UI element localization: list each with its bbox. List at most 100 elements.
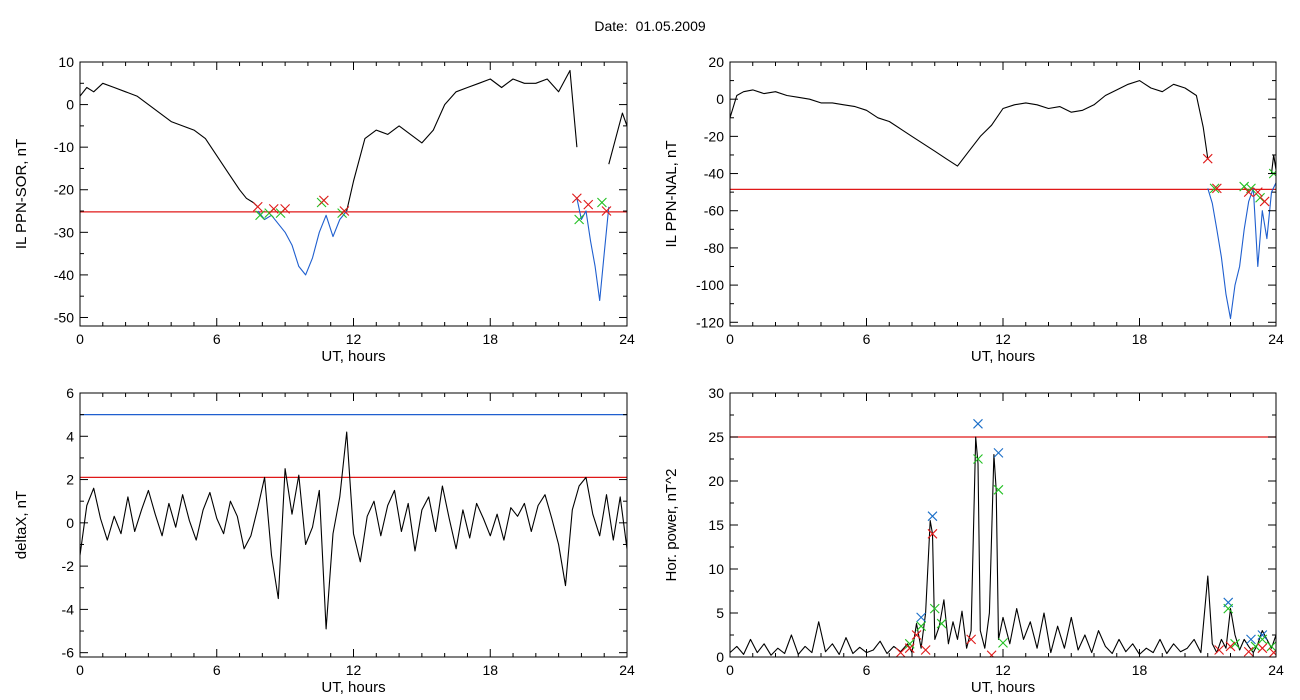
marker-br-1-1	[916, 621, 926, 632]
plot-frame-tr	[729, 61, 1277, 327]
y-tick-label-tr-7: -120	[696, 314, 724, 330]
y-tick-label-br-2: 20	[708, 473, 724, 489]
x-tick-label-tr-0: 0	[726, 331, 734, 347]
x-axis-label-tl: UT, hours	[321, 348, 385, 365]
marker-tl-0-0	[255, 210, 265, 221]
marker-tr-0-0	[1209, 183, 1220, 194]
y-tick-label-bl-0: 6	[66, 385, 74, 401]
y-axis-label-br: Hor. power, nT^2	[663, 469, 680, 582]
y-tick-label-br-5: 5	[716, 605, 724, 621]
marker-tl-1-4	[339, 206, 350, 216]
y-tick-label-tr-4: -60	[704, 203, 724, 219]
page-title: Date: 01.05.2009	[594, 18, 706, 34]
series-line-tr-0	[730, 80, 1209, 167]
y-tick-label-tl-4: -30	[54, 224, 74, 240]
marker-br-1-6	[998, 638, 1008, 648]
y-tick-label-bl-2: 2	[66, 472, 74, 488]
x-tick-label-br-4: 24	[1268, 662, 1284, 678]
y-axis-label-bl: deltaX, nT	[13, 491, 30, 559]
marker-tr-1-0	[1202, 153, 1213, 164]
marker-br-1-11	[1266, 641, 1276, 652]
y-tick-label-tr-5: -80	[704, 240, 724, 256]
x-tick-label-bl-2: 12	[346, 662, 362, 678]
x-tick-label-br-1: 6	[863, 662, 871, 678]
marker-br-2-11	[1268, 647, 1276, 657]
marker-br-0-2	[973, 418, 983, 429]
y-tick-label-bl-5: -4	[62, 601, 75, 617]
marker-br-2-0	[895, 647, 906, 657]
marker-br-2-5	[966, 634, 977, 645]
x-tick-label-tr-1: 6	[863, 331, 871, 347]
marker-tr-1-3	[1252, 187, 1263, 198]
marker-br-2-4	[927, 528, 938, 539]
x-tick-label-tr-2: 12	[995, 331, 1011, 347]
marker-br-1-10	[1257, 634, 1268, 645]
series-line-tr-1	[1207, 182, 1276, 320]
plot-frame-bl	[79, 392, 628, 658]
marker-tl-1-5	[571, 193, 582, 204]
x-axis-label-br: UT, hours	[971, 679, 1035, 696]
x-tick-label-tl-3: 18	[482, 331, 498, 347]
marker-tl-1-7	[601, 206, 612, 216]
y-tick-label-tr-6: -100	[696, 277, 724, 293]
x-tick-label-br-0: 0	[726, 662, 734, 678]
panel-tr: 0 6 12 18 24 20 0 -20 -40 -60 -80 -100 -120 UT, hours…	[663, 54, 1284, 365]
marker-tl-1-6	[583, 199, 594, 210]
marker-br-2-9	[1243, 646, 1254, 657]
y-tick-label-tl-3: -20	[54, 182, 74, 198]
marker-tr-1-4	[1259, 196, 1270, 207]
series-line-tl-1	[257, 210, 348, 276]
y-axis-label-tr: IL PPN-NAL, nT	[663, 141, 680, 248]
y-tick-label-br-4: 10	[708, 561, 724, 577]
marker-br-2-1	[904, 643, 915, 654]
marker-br-0-1	[927, 511, 938, 522]
panel-tl: 0 6 12 18 24 10 0 -10 -20 -30 -40 -50 UT, hours IL PP…	[13, 54, 635, 365]
x-tick-label-tr-3: 18	[1132, 331, 1148, 347]
panel-bl: 0 6 12 18 24 6 4 2 0 -2 -4 -6 UT, hours deltaX, nT	[13, 385, 635, 696]
marker-br-2-7	[1214, 645, 1225, 655]
x-tick-label-tr-4: 24	[1268, 331, 1284, 347]
marker-br-2-3	[920, 645, 931, 655]
x-tick-label-br-2: 12	[995, 662, 1011, 678]
x-axis-label-bl: UT, hours	[321, 679, 385, 696]
y-tick-label-bl-1: 4	[66, 428, 74, 444]
marker-br-2-10	[1257, 643, 1268, 654]
x-tick-label-tl-2: 12	[346, 331, 362, 347]
y-tick-label-br-1: 25	[708, 429, 724, 445]
marker-tl-0-6	[597, 197, 607, 208]
y-axis-label-tl: IL PPN-SOR, nT	[13, 139, 30, 249]
y-tick-label-bl-3: 0	[66, 515, 74, 531]
y-tick-label-tl-0: 10	[58, 54, 74, 70]
series-line-tl-3	[576, 198, 610, 302]
y-tick-label-tl-5: -40	[54, 267, 74, 283]
y-tick-label-br-6: 0	[716, 649, 724, 665]
marker-br-2-8	[1225, 641, 1236, 652]
series-line-tl-0	[80, 82, 259, 208]
y-tick-label-tl-1: 0	[66, 97, 74, 113]
marker-br-0-6	[1257, 630, 1268, 640]
plot-frame-tl	[79, 61, 628, 327]
series-line-tl-2	[346, 69, 578, 212]
panel-br: 0 6 12 18 24 30 25 20 15 10 5 0 UT, hours Hor. power,…	[663, 385, 1284, 696]
marker-br-0-3	[993, 447, 1004, 458]
marker-br-1-8	[1230, 638, 1240, 649]
marker-br-2-6	[986, 650, 997, 657]
marker-tl-1-0	[252, 201, 263, 212]
marker-br-2-2	[911, 630, 922, 640]
marker-br-0-0	[916, 612, 926, 623]
series-line-br-0	[730, 436, 1276, 656]
y-tick-label-tr-1: 0	[716, 91, 724, 107]
marker-tr-1-1	[1211, 183, 1222, 194]
x-tick-label-tl-1: 6	[213, 331, 221, 347]
marker-br-1-5	[993, 484, 1004, 495]
y-tick-label-br-0: 30	[708, 385, 724, 401]
marker-br-1-3	[936, 618, 947, 629]
data-area-tr	[730, 80, 1276, 320]
marker-tr-1-2	[1243, 187, 1254, 198]
marker-br-1-2	[929, 603, 940, 614]
series-line-bl-0	[80, 431, 627, 630]
x-tick-label-bl-1: 6	[213, 662, 221, 678]
x-tick-label-bl-4: 24	[619, 662, 635, 678]
series-line-tr-2	[1270, 154, 1276, 174]
